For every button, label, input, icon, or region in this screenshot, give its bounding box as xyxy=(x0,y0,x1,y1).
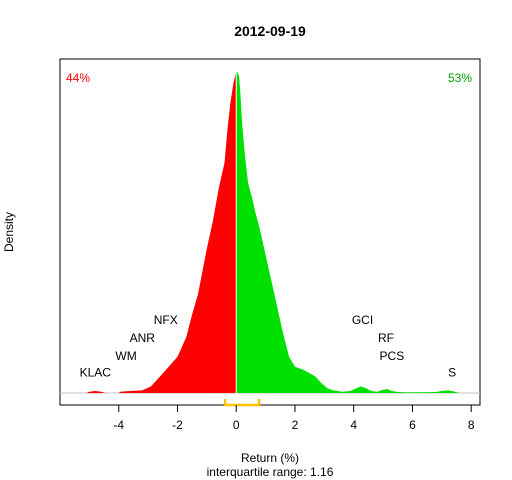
x-axis: -4 -2 0 2 4 6 8 xyxy=(113,405,475,432)
x-tick-label: 2 xyxy=(292,418,299,432)
pct-negative-label: 44% xyxy=(66,71,90,85)
y-axis-label: Density xyxy=(2,212,16,252)
x-tick-label: -4 xyxy=(113,418,124,432)
chart-title: 2012-09-19 xyxy=(234,23,306,39)
stock-label-anr: ANR xyxy=(130,331,156,345)
stock-label-gci: GCI xyxy=(352,313,373,327)
iqr-caption: interquartile range: 1.16 xyxy=(207,465,334,479)
x-tick-label: 0 xyxy=(233,418,240,432)
pct-positive-label: 53% xyxy=(448,71,472,85)
stock-label-nfx: NFX xyxy=(154,313,178,327)
x-tick-label: 4 xyxy=(350,418,357,432)
x-tick-label: 8 xyxy=(468,418,475,432)
x-axis-label: Return (%) xyxy=(241,451,299,465)
stock-label-rf: RF xyxy=(378,331,394,345)
stock-label-s: S xyxy=(448,366,456,380)
positive-density-area xyxy=(236,72,460,393)
negative-density-area xyxy=(86,72,237,393)
x-tick-label: 6 xyxy=(409,418,416,432)
x-tick-label: -2 xyxy=(172,418,183,432)
stock-label-pcs: PCS xyxy=(380,349,405,363)
stock-label-klac: KLAC xyxy=(80,366,112,380)
iqr-bracket xyxy=(223,399,261,407)
plot-frame xyxy=(59,58,481,406)
stock-label-wm: WM xyxy=(115,349,136,363)
